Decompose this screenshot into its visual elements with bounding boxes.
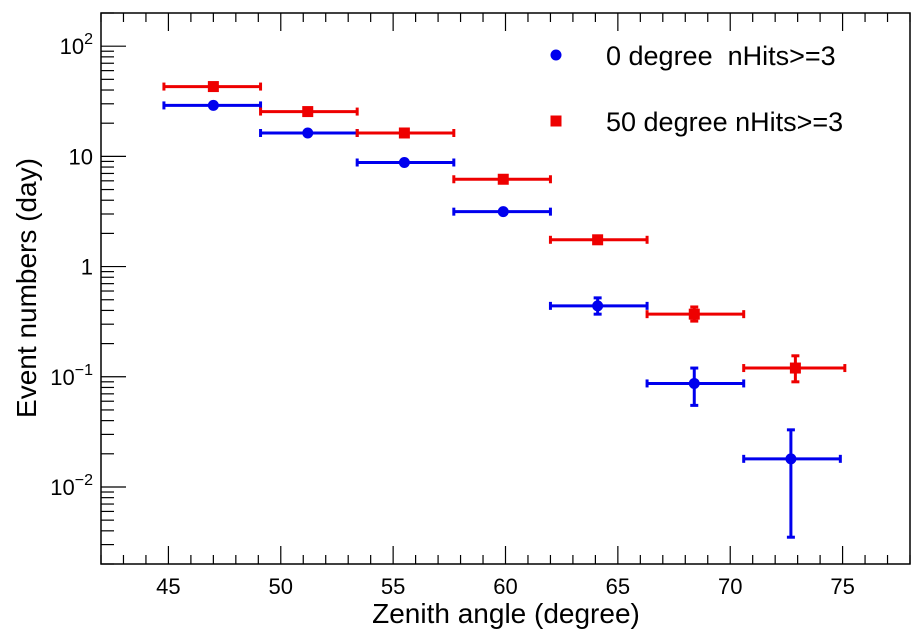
data-point xyxy=(785,453,797,465)
data-point xyxy=(789,362,801,374)
data-point xyxy=(207,99,219,111)
y-axis-ticks: 102 10 1 10−1 10−2 xyxy=(50,12,126,565)
series-1 xyxy=(162,81,847,384)
y-tick-label: 10 xyxy=(69,144,93,169)
legend: 0 degree nHits>=3 50 degree nHits>=3 xyxy=(550,41,843,137)
data-point xyxy=(302,127,314,139)
x-tick-label: 70 xyxy=(718,574,742,599)
data-point xyxy=(302,106,314,118)
series-0 xyxy=(162,99,842,539)
data-point xyxy=(398,156,410,168)
x-tick-label: 75 xyxy=(830,574,854,599)
x-tick-label: 65 xyxy=(606,574,630,599)
legend-marker xyxy=(550,115,562,127)
y-tick-label: 10−2 xyxy=(50,472,93,500)
x-tick-label: 60 xyxy=(493,574,517,599)
data-point xyxy=(497,206,509,218)
y-tick-label: 102 xyxy=(60,31,93,59)
x-axis-title: Zenith angle (degree) xyxy=(372,598,640,629)
data-point xyxy=(592,300,604,312)
y-axis-title: Event numbers (day) xyxy=(11,158,42,418)
legend-label: 50 degree nHits>=3 xyxy=(606,107,843,137)
data-point xyxy=(688,308,700,320)
plot-frame xyxy=(100,12,911,565)
legend-marker xyxy=(550,49,562,61)
data-point xyxy=(207,81,219,93)
x-tick-label: 55 xyxy=(381,574,405,599)
y-tick-label: 10−1 xyxy=(50,362,93,390)
y-tick-label: 1 xyxy=(81,255,93,280)
x-tick-label: 50 xyxy=(269,574,293,599)
data-point xyxy=(497,173,509,185)
x-axis-ticks: 45 50 55 60 65 70 75 xyxy=(100,13,911,599)
data-point xyxy=(398,127,410,139)
data-point xyxy=(688,377,700,389)
series-layer xyxy=(162,81,847,539)
legend-label: 0 degree nHits>=3 xyxy=(606,41,836,71)
data-point xyxy=(592,234,604,246)
x-tick-label: 45 xyxy=(156,574,180,599)
